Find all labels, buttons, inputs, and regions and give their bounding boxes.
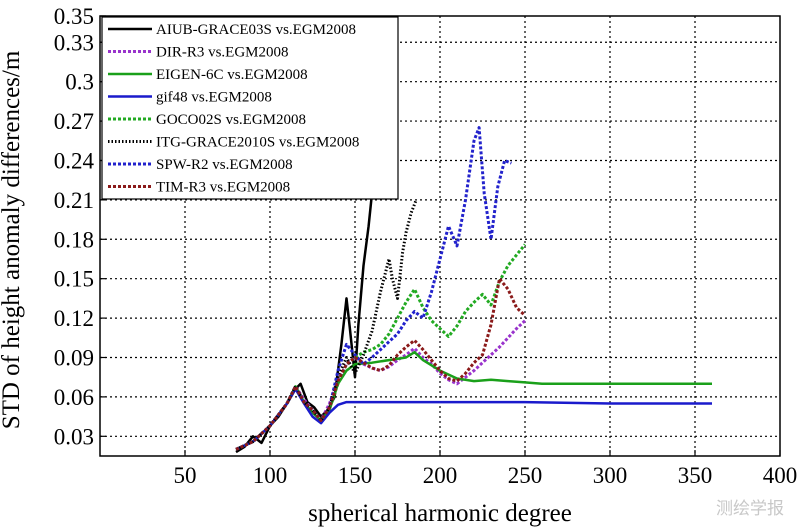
y-axis-label: STD of height anomaly differences/m xyxy=(0,50,25,429)
legend-entry: EIGEN-6C vs.EGM2008 xyxy=(156,67,308,83)
y-tick-label: 0.03 xyxy=(54,424,94,449)
legend-entry: DIR-R3 vs.EGM2008 xyxy=(156,45,289,61)
y-tick-label: 0.21 xyxy=(54,188,94,213)
series-line-3 xyxy=(235,387,712,451)
legend-entry: TIM-R3 vs.EGM2008 xyxy=(156,180,290,196)
legend-entry: ITG-GRACE2010S vs.EGM2008 xyxy=(156,135,359,151)
y-tick-label: 0.3 xyxy=(65,70,94,95)
y-tick-label: 0.18 xyxy=(54,227,94,252)
y-tick-label: 0.15 xyxy=(54,267,94,292)
legend-entry: GOCO02S vs.EGM2008 xyxy=(156,112,306,128)
x-tick-label: 350 xyxy=(678,463,713,488)
y-tick-label: 0.12 xyxy=(54,306,94,331)
legend: AIUB-GRACE03S vs.EGM2008 DIR-R3 vs.EGM200… xyxy=(101,16,399,200)
series-line-1 xyxy=(235,319,527,451)
legend-entry: SPW-R2 vs.EGM2008 xyxy=(156,157,293,173)
x-tick-label: 50 xyxy=(174,463,197,488)
y-tick-label: 0.09 xyxy=(54,345,94,370)
y-tick-label: 0.27 xyxy=(54,109,94,134)
y-tick-label: 0.35 xyxy=(54,4,94,29)
y-tick-label: 0.24 xyxy=(54,148,95,173)
legend-entry: gif48 vs.EGM2008 xyxy=(156,90,272,106)
y-tick-label: 0.33 xyxy=(54,30,94,55)
x-tick-label: 400 xyxy=(763,463,798,488)
x-tick-label: 300 xyxy=(593,463,628,488)
series-lines xyxy=(235,126,712,454)
x-axis-ticks: 50 100 150 200 250 300 350 400 xyxy=(174,450,798,488)
legend-box xyxy=(101,16,399,200)
x-tick-label: 200 xyxy=(423,463,458,488)
y-tick-label: 0.06 xyxy=(54,385,94,410)
y-axis-ticks: 0.03 0.06 0.09 0.12 0.15 0.18 0.21 0.24 0.27 0.3 0… xyxy=(54,4,106,449)
x-axis-label: spherical harmonic degree xyxy=(308,500,572,527)
x-tick-label: 250 xyxy=(508,463,543,488)
x-tick-label: 150 xyxy=(338,463,373,488)
series-line-4 xyxy=(235,243,527,451)
series-line-0 xyxy=(235,193,374,454)
legend-entry: AIUB-GRACE03S vs.EGM2008 xyxy=(156,22,356,38)
series-line-7 xyxy=(235,277,527,451)
x-tick-label: 100 xyxy=(253,463,288,488)
watermark: 测绘学报 xyxy=(716,499,784,519)
